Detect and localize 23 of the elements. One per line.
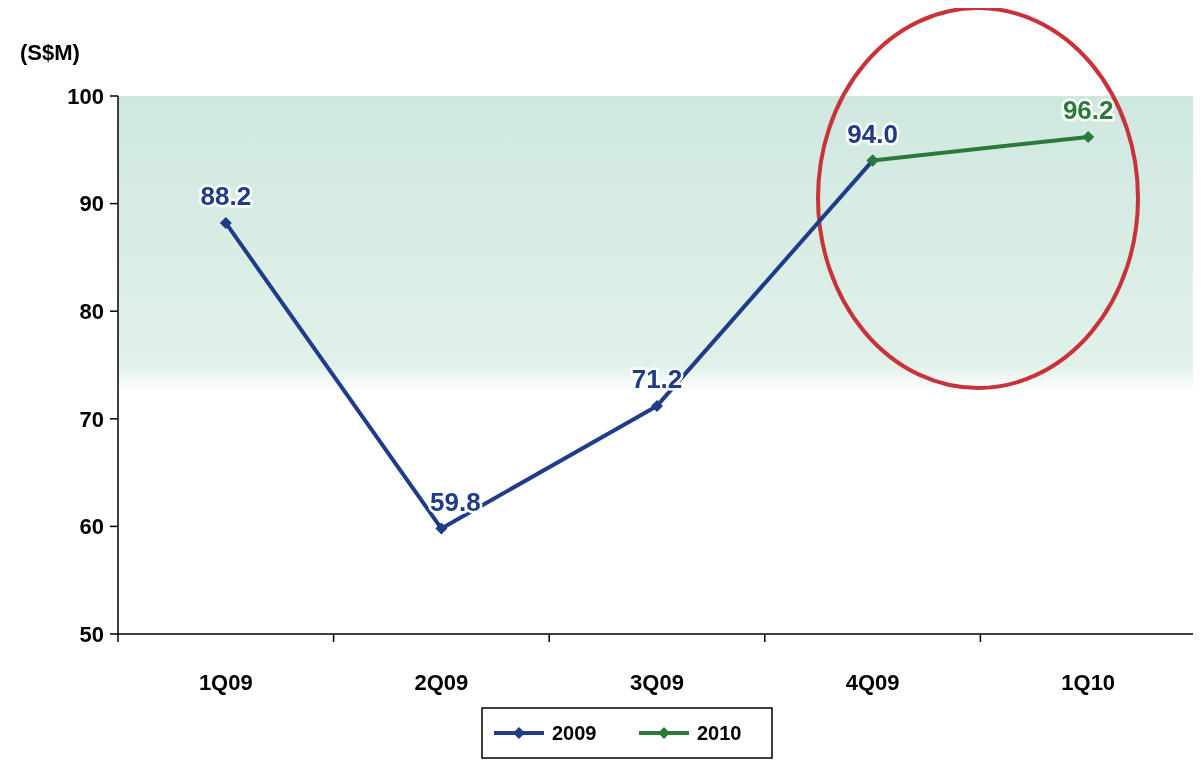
point <box>435 522 448 535</box>
data-label: 59.8 <box>430 486 481 517</box>
y-tick-label: 80 <box>79 298 104 324</box>
legend-label: 2010 <box>697 722 742 744</box>
x-tick-label: 4Q09 <box>845 670 900 695</box>
x-tick-label: 3Q09 <box>630 670 684 695</box>
point <box>1082 130 1095 143</box>
y-tick-label: 60 <box>79 514 104 540</box>
legend-label: 2009 <box>552 722 597 744</box>
x-tick-label: 2Q09 <box>414 670 469 695</box>
y-tick-label: 70 <box>79 406 104 432</box>
data-label: 94.0 <box>847 118 898 149</box>
data-label: 88.2 <box>200 180 252 211</box>
y-tick-label: 100 <box>67 83 104 109</box>
data-label: 71.2 <box>631 363 683 394</box>
point <box>651 399 663 412</box>
x-tick-label: 1Q10 <box>1061 670 1116 695</box>
y-tick-label: 50 <box>79 621 104 647</box>
y-axis-title: (S$M) <box>20 40 80 65</box>
x-tick-label: 1Q09 <box>198 670 253 695</box>
data-label: 96.2 <box>1062 94 1114 125</box>
y-tick-label: 90 <box>79 191 104 217</box>
point <box>219 216 232 229</box>
